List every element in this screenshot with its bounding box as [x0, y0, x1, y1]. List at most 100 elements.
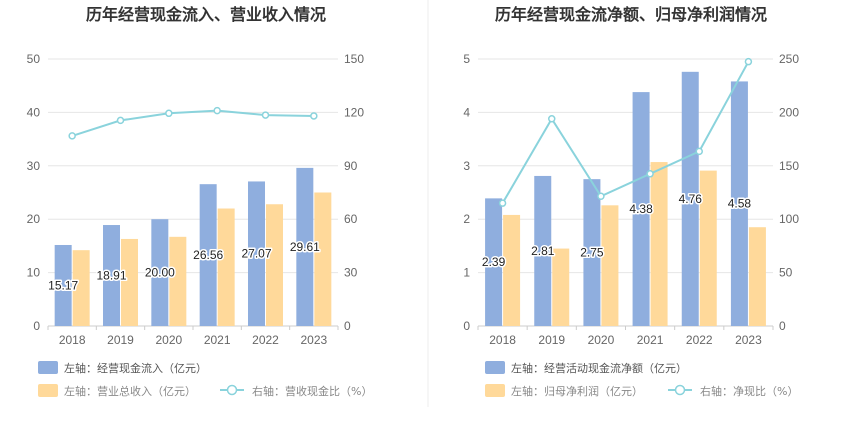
left-axis-tick-label: 30 — [27, 159, 41, 173]
x-axis-tick-label: 2023 — [300, 333, 327, 347]
right-axis-tick-label: 60 — [344, 212, 358, 226]
legend-item-bar-secondary[interactable]: 左轴：归母净利润（亿元） — [485, 384, 643, 398]
legend-label-bar-primary: 左轴：经营现金流入（亿元） — [64, 361, 207, 375]
right-axis-tick-label: 90 — [344, 159, 358, 173]
x-axis-tick-label: 2021 — [637, 333, 664, 347]
bar-primary[interactable] — [632, 92, 650, 326]
right-axis-tick-label: 0 — [779, 319, 786, 333]
bar-primary[interactable] — [296, 167, 314, 326]
x-axis-tick-label: 2018 — [489, 333, 516, 347]
line-point[interactable] — [261, 111, 270, 119]
bar-primary[interactable] — [199, 184, 217, 326]
left-axis-tick-label: 4 — [463, 105, 470, 119]
bar-secondary[interactable] — [217, 208, 235, 326]
bar-data-label: 2.75 — [580, 246, 604, 260]
bar-secondary[interactable] — [650, 162, 668, 326]
x-axis-tick-label: 2022 — [252, 333, 279, 347]
legend-item-line[interactable]: 右轴：净现比（%） — [668, 384, 798, 398]
right-axis-tick-label: 200 — [779, 105, 799, 119]
line-point[interactable] — [744, 57, 753, 66]
bar-data-label: 4.76 — [679, 192, 703, 206]
x-axis-tick-label: 2021 — [204, 333, 231, 347]
legend-swatch-bar-primary — [485, 361, 505, 374]
right-axis-tick-label: 100 — [779, 212, 799, 226]
legend: 左轴：经营现金流入（亿元） 左轴：营业总收入（亿元） 右轴：营收现金比（%） — [38, 361, 372, 398]
bar-primary[interactable] — [485, 198, 503, 326]
bar-primary[interactable] — [54, 244, 72, 326]
line-point[interactable] — [646, 170, 654, 178]
bar-secondary[interactable] — [314, 192, 332, 327]
line-point[interactable] — [548, 115, 556, 123]
bar-secondary[interactable] — [699, 170, 717, 326]
bar-secondary[interactable] — [503, 214, 521, 326]
bar-primary[interactable] — [583, 179, 601, 326]
line-point[interactable] — [165, 109, 173, 118]
left-axis-tick-label: 1 — [463, 266, 470, 280]
legend-label-bar-secondary: 左轴：归母净利润（亿元） — [511, 384, 643, 398]
x-axis-tick-label: 2018 — [59, 333, 86, 347]
line-point[interactable] — [498, 199, 507, 207]
bar-secondary[interactable] — [601, 205, 619, 326]
plot-area: 0 0 10 30 20 60 30 90 40 120 50 150 2018 2019 2020 2021… — [27, 52, 365, 347]
legend-label-line: 右轴：营收现金比（%） — [252, 384, 372, 398]
bar-primary[interactable] — [681, 71, 699, 326]
bar-primary[interactable] — [730, 81, 748, 326]
bar-data-label: 29.61 — [290, 240, 320, 254]
legend-swatch-line-marker — [226, 384, 238, 396]
right-axis-tick-label: 120 — [344, 105, 364, 119]
bar-secondary[interactable] — [552, 248, 570, 326]
bar-secondary[interactable] — [748, 227, 766, 326]
legend-label-bar-primary: 左轴：经营活动现金流净额（亿元） — [511, 361, 687, 375]
legend-swatch-bar-secondary — [38, 384, 58, 397]
bar-primary[interactable] — [103, 225, 120, 326]
line-point[interactable] — [116, 116, 125, 125]
bar-data-label: 4.38 — [629, 202, 653, 216]
left-axis-tick-label: 5 — [463, 52, 470, 66]
bar-data-label: 4.58 — [728, 197, 752, 211]
bar-data-label: 27.07 — [241, 247, 271, 261]
legend-item-bar-primary[interactable]: 左轴：经营现金流入（亿元） — [38, 361, 207, 375]
x-axis-tick-label: 2020 — [155, 333, 182, 347]
left-axis-tick-label: 10 — [27, 266, 41, 280]
bar-primary[interactable] — [248, 181, 265, 326]
legend: 左轴：经营活动现金流净额（亿元） 左轴：归母净利润（亿元） 右轴：净现比（%） — [485, 361, 798, 398]
bar-primary[interactable] — [151, 219, 169, 326]
legend-label-bar-secondary: 左轴：营业总收入（亿元） — [64, 384, 196, 398]
right-axis-tick-label: 30 — [344, 266, 358, 280]
x-axis-tick-label: 2022 — [686, 333, 713, 347]
legend-label-line: 右轴：净现比（%） — [700, 384, 798, 398]
legend-item-bar-primary[interactable]: 左轴：经营活动现金流净额（亿元） — [485, 361, 687, 375]
legend-item-line[interactable]: 右轴：营收现金比（%） — [220, 384, 372, 398]
x-axis-tick-label: 2019 — [107, 333, 134, 347]
line-series — [501, 61, 750, 204]
bar-data-label: 18.91 — [96, 269, 126, 283]
right-axis-tick-label: 0 — [344, 319, 351, 333]
line-point[interactable] — [68, 132, 76, 140]
left-axis-tick-label: 50 — [27, 52, 41, 66]
legend-item-bar-secondary[interactable]: 左轴：营业总收入（亿元） — [38, 384, 196, 398]
legend-swatch-bar-primary — [38, 361, 58, 374]
line-series — [71, 109, 314, 137]
bar-data-label: 20.00 — [145, 266, 175, 280]
bar-secondary[interactable] — [72, 250, 90, 326]
line-point[interactable] — [310, 112, 318, 120]
line-point[interactable] — [695, 147, 703, 156]
bar-secondary[interactable] — [266, 204, 283, 326]
right-axis-tick-label: 150 — [779, 159, 799, 173]
line-point[interactable] — [597, 192, 605, 200]
chart-title: 历年经营现金流入、营业收入情况 — [86, 5, 326, 24]
bar-primary[interactable] — [534, 175, 552, 326]
chart-panel-cash-inflow-revenue: 历年经营现金流入、营业收入情况 0 0 10 30 20 60 30 90 40 120 50 150… — [27, 5, 373, 398]
legend-swatch-bar-secondary — [485, 384, 505, 397]
bar-secondary[interactable] — [169, 236, 187, 326]
bar-data-label: 15.17 — [48, 278, 78, 292]
bar-secondary[interactable] — [121, 238, 138, 326]
bar-data-label: 2.81 — [531, 244, 555, 258]
line-point[interactable] — [213, 106, 221, 115]
left-axis-tick-label: 2 — [463, 212, 470, 226]
left-axis-tick-label: 20 — [27, 212, 41, 226]
x-axis-tick-label: 2023 — [735, 333, 762, 347]
